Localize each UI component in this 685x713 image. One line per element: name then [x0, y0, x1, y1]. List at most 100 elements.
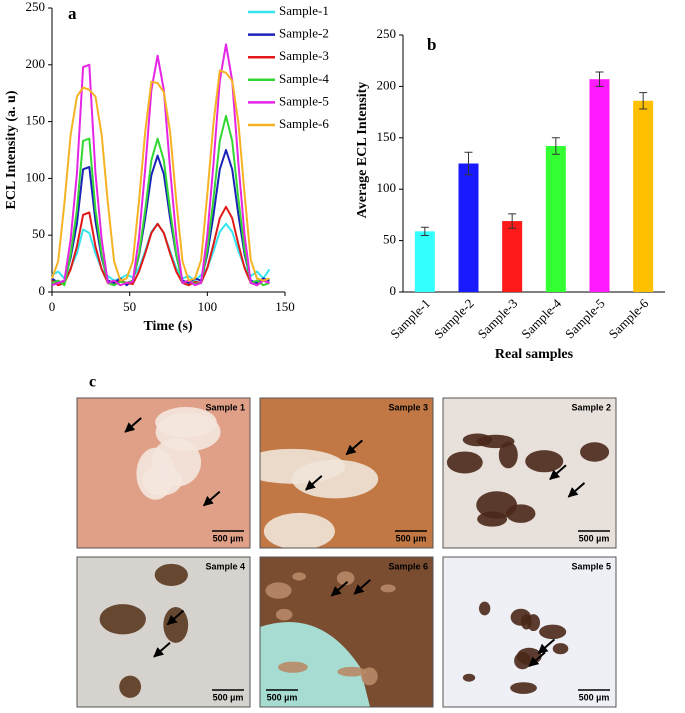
x-tick-label: Sample-5	[562, 296, 608, 342]
legend-label: Sample-6	[279, 116, 329, 131]
micrograph	[260, 557, 433, 707]
tissue-blob	[446, 451, 483, 474]
series-line	[51, 69, 270, 282]
x-tick-label: 50	[123, 299, 136, 314]
image-label: Sample 1	[205, 402, 245, 412]
tissue-blob	[478, 601, 491, 616]
scale-label: 500 µm	[396, 533, 427, 543]
tissue-blob	[380, 584, 396, 593]
tissue-blob	[277, 661, 308, 673]
micrograph-frame	[76, 397, 251, 549]
chart-title: b	[427, 35, 436, 54]
tissue-blob	[336, 571, 355, 586]
tissue-blob	[580, 442, 610, 462]
series-line	[51, 149, 270, 287]
lumen	[260, 622, 370, 707]
bar	[458, 163, 479, 292]
image-label: Sample 2	[571, 402, 611, 412]
error-bar	[420, 226, 429, 236]
arrow	[330, 580, 349, 597]
y-tick-label: 200	[377, 77, 397, 92]
tissue-blob	[275, 608, 293, 621]
bar	[589, 79, 610, 292]
tissue-blob	[263, 512, 335, 548]
micrograph-frame	[442, 397, 617, 549]
arrow	[124, 417, 142, 433]
scale-label: 500 µm	[213, 692, 244, 702]
y-tick-label: 250	[26, 0, 46, 14]
bar	[633, 100, 654, 293]
x-tick-label: Sample-1	[387, 296, 433, 342]
arrow	[567, 482, 586, 498]
scale-label: 500 µm	[213, 533, 244, 543]
tissue-blob	[154, 563, 188, 586]
y-tick-label: 250	[377, 26, 397, 41]
error-bar	[464, 151, 473, 176]
legend-label: Sample-5	[279, 93, 329, 108]
tissue-blob	[163, 607, 189, 643]
y-tick-label: 100	[377, 180, 397, 195]
arrow	[549, 464, 567, 480]
tissue-blob	[498, 441, 518, 469]
x-tick-label: Sample-4	[518, 295, 564, 341]
y-tick-label: 50	[383, 232, 396, 247]
y-axis-label: ECL Intensity (a. u)	[4, 90, 19, 209]
micrograph	[260, 398, 433, 548]
x-tick-label: Sample-2	[431, 296, 477, 342]
tissue-blob	[539, 624, 567, 640]
scale-label: 500 µm	[267, 692, 298, 702]
x-tick-label: 0	[49, 299, 56, 314]
image-label: Sample 3	[388, 402, 428, 412]
tissue-blob	[476, 434, 515, 449]
tissue-blob	[462, 673, 476, 682]
series-line	[51, 114, 270, 287]
micrograph-bg	[443, 557, 616, 707]
x-tick-label: Sample-6	[606, 295, 652, 341]
micrograph-frame	[442, 556, 617, 708]
micrograph	[77, 398, 250, 548]
micrograph-frame	[259, 397, 434, 549]
panel-label: c	[89, 374, 96, 391]
micrograph	[443, 398, 616, 548]
arrow	[345, 439, 364, 456]
error-bar	[551, 137, 560, 155]
tissue-blob	[99, 604, 146, 635]
tissue-blob	[525, 450, 564, 473]
tissue-blob	[552, 643, 569, 655]
micrograph	[77, 557, 250, 707]
x-tick-label: Sample-3	[475, 296, 521, 342]
x-tick-label: 150	[275, 299, 295, 314]
error-bar	[639, 92, 648, 110]
tissue-blob	[291, 459, 379, 499]
arrow	[202, 490, 221, 507]
scale-label: 500 µm	[579, 692, 610, 702]
tissue-blob	[292, 572, 306, 581]
tissue-blob	[516, 647, 542, 665]
y-tick-label: 0	[39, 283, 46, 298]
arrow	[537, 638, 556, 655]
arrow	[528, 651, 546, 667]
tissue-blob	[337, 666, 367, 677]
error-bar	[508, 213, 517, 229]
tissue-blob	[265, 582, 292, 599]
micrograph-frame	[259, 556, 434, 708]
y-tick-label: 100	[26, 169, 46, 184]
image-label: Sample 5	[571, 561, 611, 571]
error-bar	[595, 71, 604, 87]
arrow	[305, 475, 323, 491]
legend-label: Sample-1	[279, 3, 329, 18]
tissue-blob	[510, 608, 532, 626]
arrow	[353, 579, 371, 595]
y-tick-label: 150	[26, 113, 46, 128]
tissue-blob	[527, 614, 541, 632]
bar	[414, 231, 435, 292]
tissue-blob	[155, 412, 221, 452]
tissue-blob	[510, 682, 537, 694]
x-axis-label: Real samples	[495, 347, 574, 362]
chart-title: a	[68, 4, 77, 23]
x-axis-label: Time (s)	[143, 319, 192, 334]
bar	[502, 221, 523, 292]
bar	[545, 146, 566, 292]
micrograph	[443, 557, 616, 707]
